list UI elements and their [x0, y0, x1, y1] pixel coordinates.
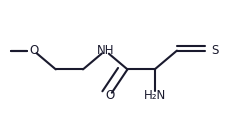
Text: S: S	[212, 44, 219, 57]
Text: O: O	[29, 44, 38, 57]
Text: H₂N: H₂N	[144, 89, 166, 102]
Text: O: O	[106, 89, 115, 102]
Text: NH: NH	[96, 44, 114, 57]
